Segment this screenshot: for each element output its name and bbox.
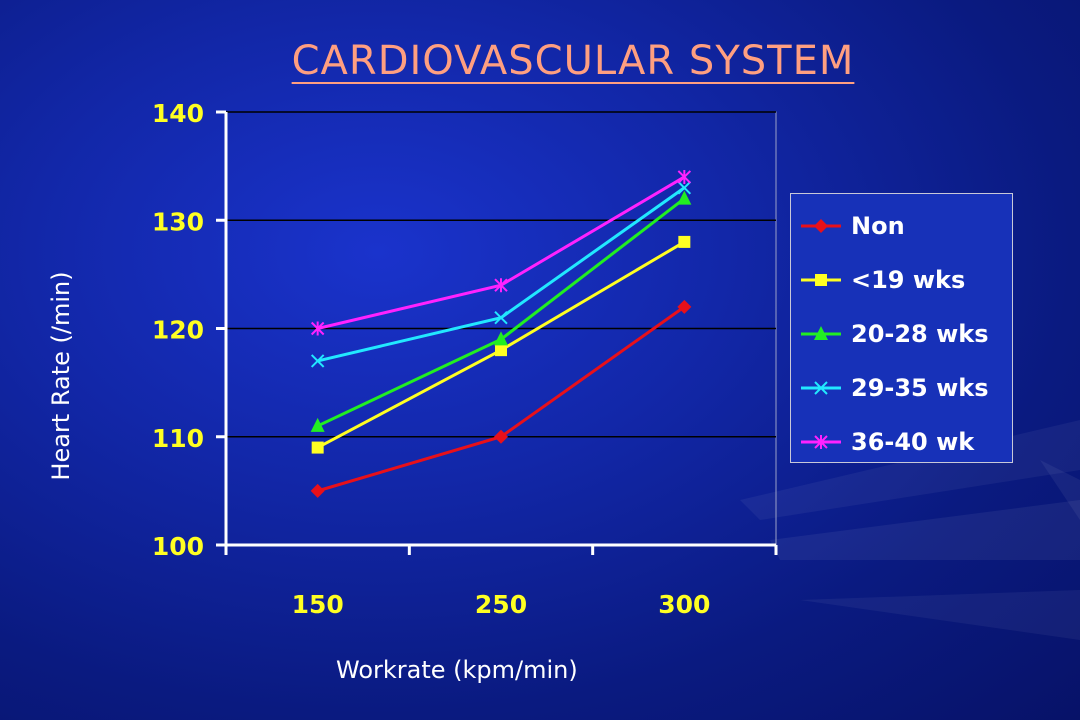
legend-label: <19 wks (851, 266, 966, 294)
data-point (494, 310, 508, 325)
x-axis-label: Workrate (kpm/min) (336, 656, 578, 684)
legend-item: Non (791, 198, 1014, 252)
legend-marker (814, 381, 828, 395)
data-point (494, 278, 508, 293)
data-point (494, 331, 508, 346)
data-point (310, 417, 325, 432)
data-point (677, 299, 692, 314)
legend-marker (814, 435, 828, 449)
y-tick-label: 120 (152, 316, 204, 345)
series-line (317, 197, 686, 428)
legend-swatch (801, 326, 841, 340)
data-point (495, 344, 507, 357)
data-point (677, 181, 692, 195)
y-tick-label: 110 (152, 424, 204, 453)
legend-label: 29-35 wks (851, 374, 989, 402)
legend-marker (814, 219, 828, 233)
legend-swatch (801, 381, 841, 395)
data-point (311, 441, 324, 454)
data-point (310, 483, 325, 498)
legend-label: Non (851, 212, 905, 240)
legend-label: 20-28 wks (851, 320, 989, 348)
legend-item: <19 wks (791, 252, 1014, 306)
legend-swatch (801, 219, 841, 233)
legend-item: 20-28 wks (791, 306, 1014, 360)
legend-item: 36-40 wk (791, 414, 1014, 468)
data-point (678, 235, 691, 248)
x-tick-label: 150 (292, 590, 344, 619)
legend-marker (814, 326, 828, 340)
legend-label: 36-40 wk (851, 428, 975, 456)
y-axis-label: Heart Rate (/min) (47, 271, 75, 481)
x-tick-label: 300 (658, 590, 710, 619)
data-point (494, 429, 508, 444)
legend-marker (815, 274, 827, 286)
data-point (310, 354, 325, 368)
legend-swatch (801, 274, 841, 286)
slide-title: CARDIOVASCULAR SYSTEM (291, 38, 855, 84)
legend-swatch (801, 435, 841, 449)
data-point (310, 321, 325, 336)
x-tick-label: 250 (475, 590, 527, 619)
series-line (317, 175, 686, 330)
y-tick-label: 130 (152, 207, 204, 236)
y-tick-label: 140 (152, 99, 204, 128)
data-point (677, 190, 692, 205)
data-point (677, 169, 692, 184)
y-tick-label: 100 (152, 532, 204, 561)
chart-legend: Non <19 wks 20-28 wks 29-35 wks 36-40 wk (790, 193, 1013, 463)
legend-item: 29-35 wks (791, 360, 1014, 414)
